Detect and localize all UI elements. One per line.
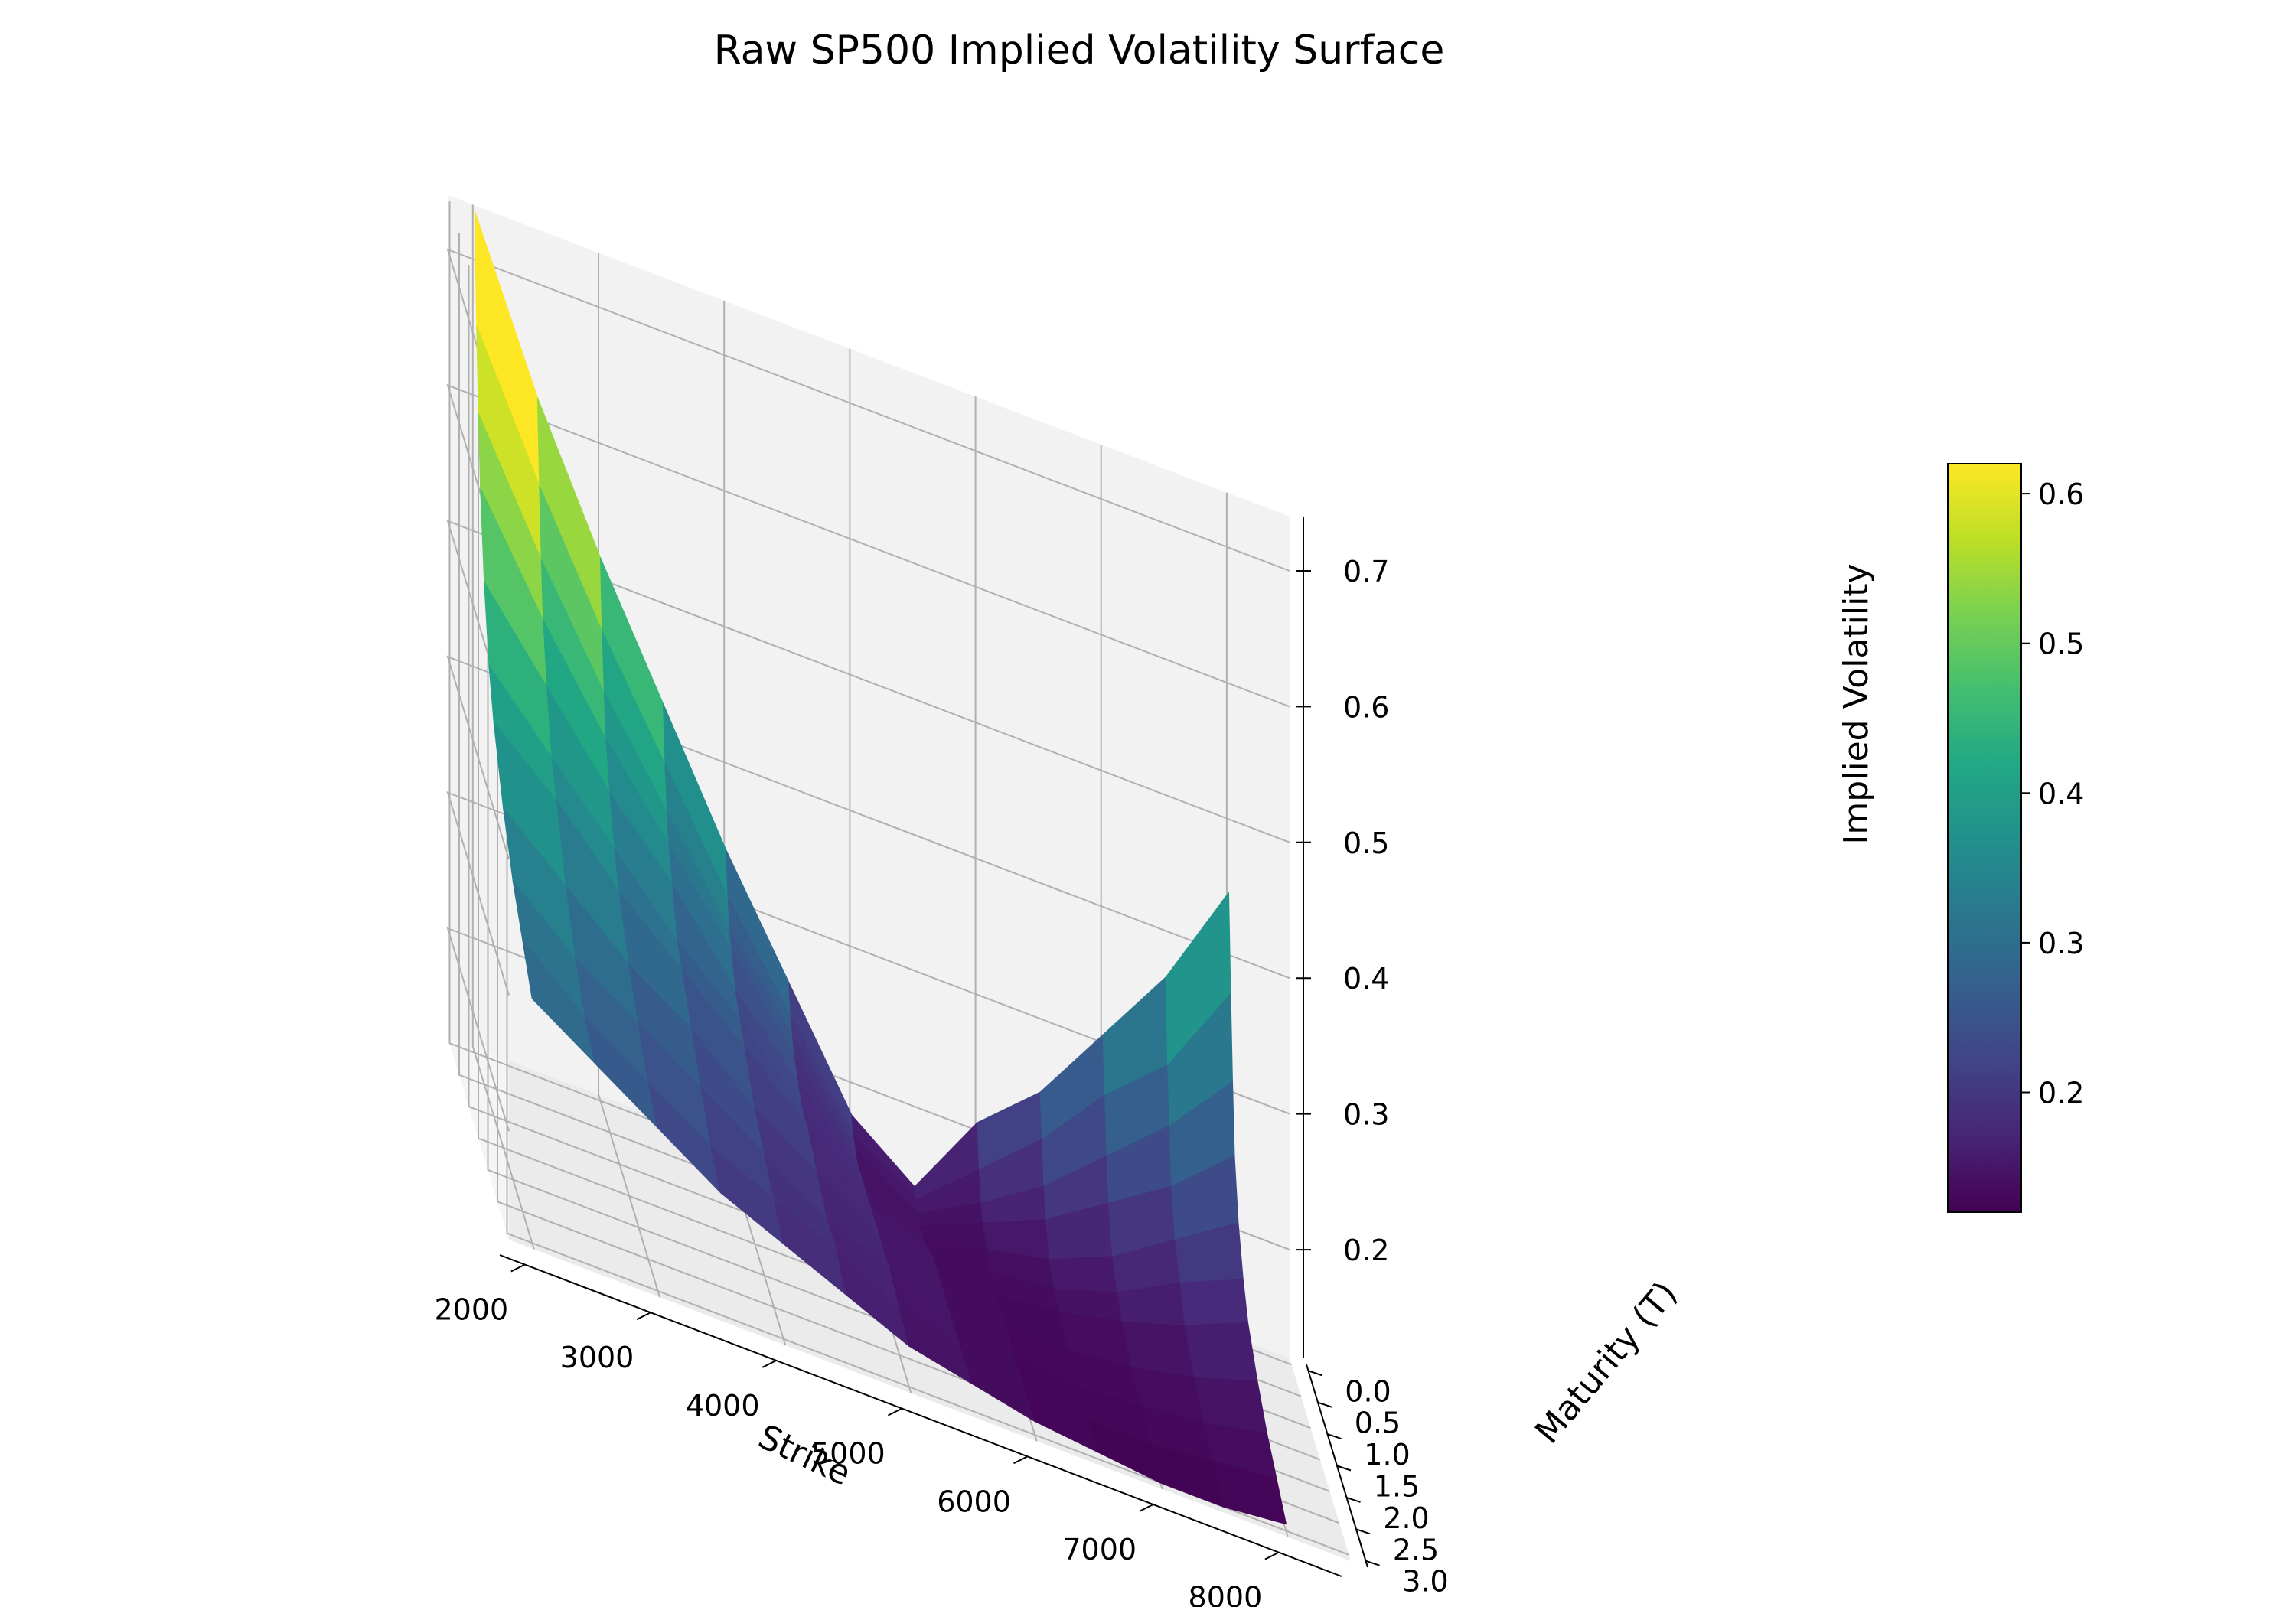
x-tick-label: 8000 xyxy=(1189,1581,1263,1607)
colorbar: 0.2 0.3 0.4 0.5 0.6 xyxy=(1947,463,2084,1213)
x-tick-mark xyxy=(636,1312,651,1321)
x-tick-label: 2000 xyxy=(434,1293,508,1327)
y-tick-mark xyxy=(1308,1370,1322,1377)
x-gridline xyxy=(471,204,535,1250)
axis-lines xyxy=(499,517,1380,1577)
z-gridline xyxy=(446,790,1290,1115)
z-tick-label: 0.2 xyxy=(1343,1234,1389,1267)
surface-patch xyxy=(1184,1322,1258,1382)
x-tick-label: 4000 xyxy=(686,1389,760,1423)
y-tick-label: 0.0 xyxy=(1345,1374,1391,1408)
y-tick-mark xyxy=(1365,1560,1380,1566)
y-tick-label: 1.5 xyxy=(1374,1470,1420,1504)
z-tick-label: 0.4 xyxy=(1343,962,1389,996)
tick-labels: 20003000400050006000700080000.00.51.01.5… xyxy=(434,555,1448,1607)
surface-mesh xyxy=(474,210,1287,1525)
surface-patch xyxy=(1213,1461,1287,1525)
colorbar-tick-label: 0.2 xyxy=(2038,1077,2084,1110)
z-tick-label: 0.3 xyxy=(1343,1098,1389,1132)
surface-patch xyxy=(1179,1279,1249,1327)
z-axis-label: Implied Volatility xyxy=(1837,563,1876,844)
x-axis-label: Strike xyxy=(752,1417,856,1494)
z-tick-label: 0.6 xyxy=(1343,690,1389,724)
y-tick-label: 3.0 xyxy=(1402,1565,1448,1599)
colorbar-tick-label: 0.3 xyxy=(2038,927,2084,960)
y-tick-mark xyxy=(1346,1496,1361,1503)
x-axis-line xyxy=(499,1254,1342,1577)
y-tick-label: 1.0 xyxy=(1364,1438,1410,1472)
x-tick-mark xyxy=(1264,1551,1280,1560)
chart-title: Raw SP500 Implied Volatility Surface xyxy=(714,28,1445,73)
y-axis-label: Maturity (T) xyxy=(1528,1274,1684,1451)
y-tick-label: 2.5 xyxy=(1393,1533,1439,1566)
y-tick-mark xyxy=(1336,1465,1352,1472)
y-tick-label: 2.0 xyxy=(1383,1501,1429,1535)
y-tick-label: 0.5 xyxy=(1355,1407,1401,1440)
x-tick-label: 7000 xyxy=(1062,1533,1137,1566)
colorbar-tick-label: 0.5 xyxy=(2038,627,2084,661)
x-gridline xyxy=(598,253,660,1298)
colorbar-tick-label: 0.4 xyxy=(2038,777,2084,810)
y-tick-mark xyxy=(1327,1433,1342,1440)
x-tick-label: 3000 xyxy=(560,1341,634,1374)
surface-patch xyxy=(1049,1256,1118,1293)
y-tick-mark xyxy=(1355,1528,1371,1535)
x-tick-mark xyxy=(1139,1504,1154,1512)
x-tick-mark xyxy=(887,1407,902,1416)
colorbar-gradient xyxy=(1947,463,2022,1213)
z-tick-label: 0.5 xyxy=(1343,826,1389,860)
y-tick-mark xyxy=(1317,1401,1332,1408)
x-tick-label: 5000 xyxy=(811,1437,885,1471)
x-tick-mark xyxy=(510,1263,526,1273)
z-tick-label: 0.7 xyxy=(1343,555,1389,588)
x-tick-label: 6000 xyxy=(937,1485,1011,1518)
x-tick-mark xyxy=(1013,1455,1028,1465)
z-gridline xyxy=(446,655,1290,980)
x-tick-mark xyxy=(762,1360,777,1368)
colorbar-tick-label: 0.6 xyxy=(2038,478,2084,511)
